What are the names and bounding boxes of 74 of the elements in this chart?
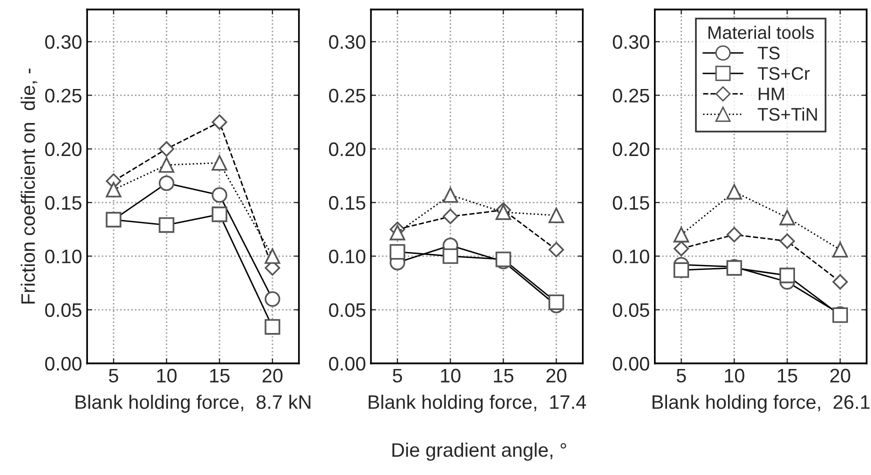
legend-label: TS [758, 46, 780, 60]
point [264, 291, 280, 307]
y-tick-label: 0.30 [329, 35, 366, 49]
x-tick-label: 5 [392, 368, 402, 383]
y-tick-label: 0.15 [612, 196, 650, 210]
point [390, 224, 406, 240]
y-tick-label: 0.20 [612, 142, 650, 156]
y-tick-label: 0.05 [329, 303, 366, 317]
point [832, 242, 848, 258]
x-axis-title: Blank holding force, 26.1 [652, 394, 870, 413]
y-tick-label: 0.00 [45, 356, 82, 371]
point [674, 226, 690, 242]
point [158, 175, 174, 191]
point [442, 187, 458, 203]
x-tick-label: 10 [724, 368, 744, 383]
y-tick-label: 0.20 [329, 142, 366, 156]
x-tick-label: 15 [210, 368, 230, 383]
x-axis-title: Blank holding force, 17.4 [368, 394, 586, 413]
point [726, 226, 742, 242]
point [264, 248, 280, 264]
y-tick-label: 0.10 [612, 250, 650, 264]
point [832, 274, 848, 290]
point [548, 242, 564, 258]
point [442, 248, 458, 264]
y-tick-label: 0.05 [45, 303, 82, 317]
point [548, 294, 564, 310]
point [158, 157, 174, 173]
x-tick-label: 20 [262, 368, 283, 383]
x-tick-label: 15 [778, 368, 798, 383]
y-tick-label: 0.20 [45, 142, 82, 156]
y-tick-label: 0.15 [329, 196, 366, 210]
y-tick-label: 0.30 [45, 35, 82, 49]
point [779, 268, 795, 284]
point [212, 187, 228, 203]
point [390, 244, 406, 260]
point [212, 155, 228, 171]
legend-label: TS+Cr [758, 67, 810, 80]
point [442, 208, 458, 224]
x-tick-label: 10 [157, 368, 177, 383]
x-tick-label: 10 [441, 368, 460, 383]
y-tick-label: 0.25 [612, 88, 650, 103]
point [212, 206, 228, 222]
point [726, 184, 742, 200]
point [158, 141, 174, 157]
y-tick-label: 0.15 [45, 196, 82, 210]
x-tick-label: 20 [546, 368, 566, 383]
x-tick-label: 5 [108, 368, 118, 383]
point [779, 210, 795, 226]
legend-title: Material tools [708, 26, 814, 40]
point [674, 262, 690, 278]
y-tick-label: 0.25 [329, 88, 366, 103]
point [780, 233, 795, 249]
x-axis-title: Blank holding force, 8.7 kN [76, 394, 310, 413]
text: Die gradient angle, ° [392, 442, 566, 461]
point [106, 212, 122, 228]
point [548, 208, 564, 224]
y-tick-label: 0.00 [329, 356, 366, 371]
y-tick-label: 0.30 [612, 35, 650, 49]
y-tick-label: 0.05 [612, 303, 650, 317]
y-tick-label: 0.10 [45, 250, 82, 264]
point [264, 319, 280, 335]
x-tick-label: 5 [676, 368, 686, 383]
x-tick-label: 15 [494, 368, 514, 383]
y-tick-label: 0.00 [612, 356, 650, 371]
legend-label: HM [758, 88, 784, 100]
y-axis-title: Friction coefficient on die, - [20, 68, 38, 304]
point [106, 182, 122, 198]
y-tick-label: 0.10 [329, 250, 366, 264]
x-tick-label: 20 [830, 368, 850, 383]
y-tick-label: 0.25 [45, 88, 82, 103]
point [212, 114, 228, 130]
point [674, 240, 689, 256]
point [158, 217, 174, 233]
legend-label: TS+TiN [758, 108, 817, 121]
